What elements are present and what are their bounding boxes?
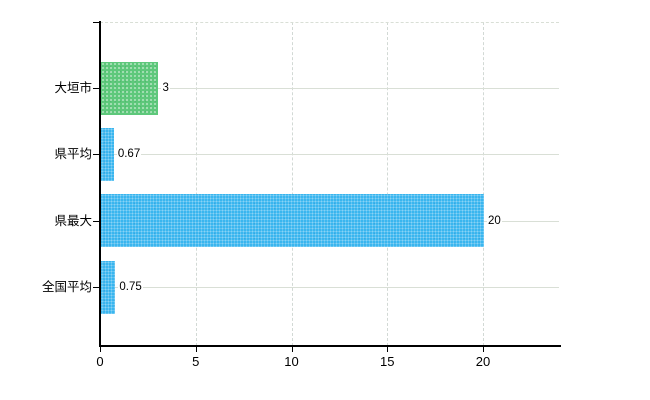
category-label: 県最大 xyxy=(54,213,92,228)
x-tick xyxy=(483,347,484,352)
y-tick xyxy=(93,154,99,156)
x-tick-label: 20 xyxy=(475,354,491,369)
bar xyxy=(101,194,484,248)
x-axis xyxy=(99,345,561,347)
y-tick xyxy=(93,88,99,89)
x-tick-label: 0 xyxy=(96,354,104,369)
y-tick xyxy=(93,287,99,289)
x-tick-label: 10 xyxy=(284,354,299,369)
horizontal-gridline xyxy=(100,287,559,289)
x-tick xyxy=(195,347,197,352)
vertical-gridline xyxy=(387,21,389,346)
x-tick-label: 15 xyxy=(380,354,395,369)
category-label: 全国平均 xyxy=(41,280,92,295)
x-tick-label: 5 xyxy=(192,354,200,369)
bar xyxy=(101,260,116,314)
value-label: 0.75 xyxy=(118,280,143,295)
category-label: 大垣市 xyxy=(54,81,92,95)
horizontal-gridline-top xyxy=(100,21,559,23)
value-label: 20 xyxy=(487,213,502,228)
y-tick xyxy=(93,21,99,23)
bar xyxy=(101,127,114,181)
category-label: 県平均 xyxy=(54,147,92,162)
y-tick xyxy=(93,220,99,222)
x-tick xyxy=(100,347,101,352)
vertical-gridline xyxy=(291,21,293,346)
vertical-gridline xyxy=(483,21,484,346)
bar xyxy=(101,61,159,115)
value-label: 0.67 xyxy=(116,147,142,162)
x-tick xyxy=(291,347,293,352)
value-label: 3 xyxy=(161,81,170,95)
horizontal-gridline xyxy=(100,88,559,89)
vertical-gridline xyxy=(195,21,197,346)
horizontal-gridline xyxy=(100,154,559,156)
y-axis xyxy=(99,21,101,347)
x-tick xyxy=(387,347,389,352)
